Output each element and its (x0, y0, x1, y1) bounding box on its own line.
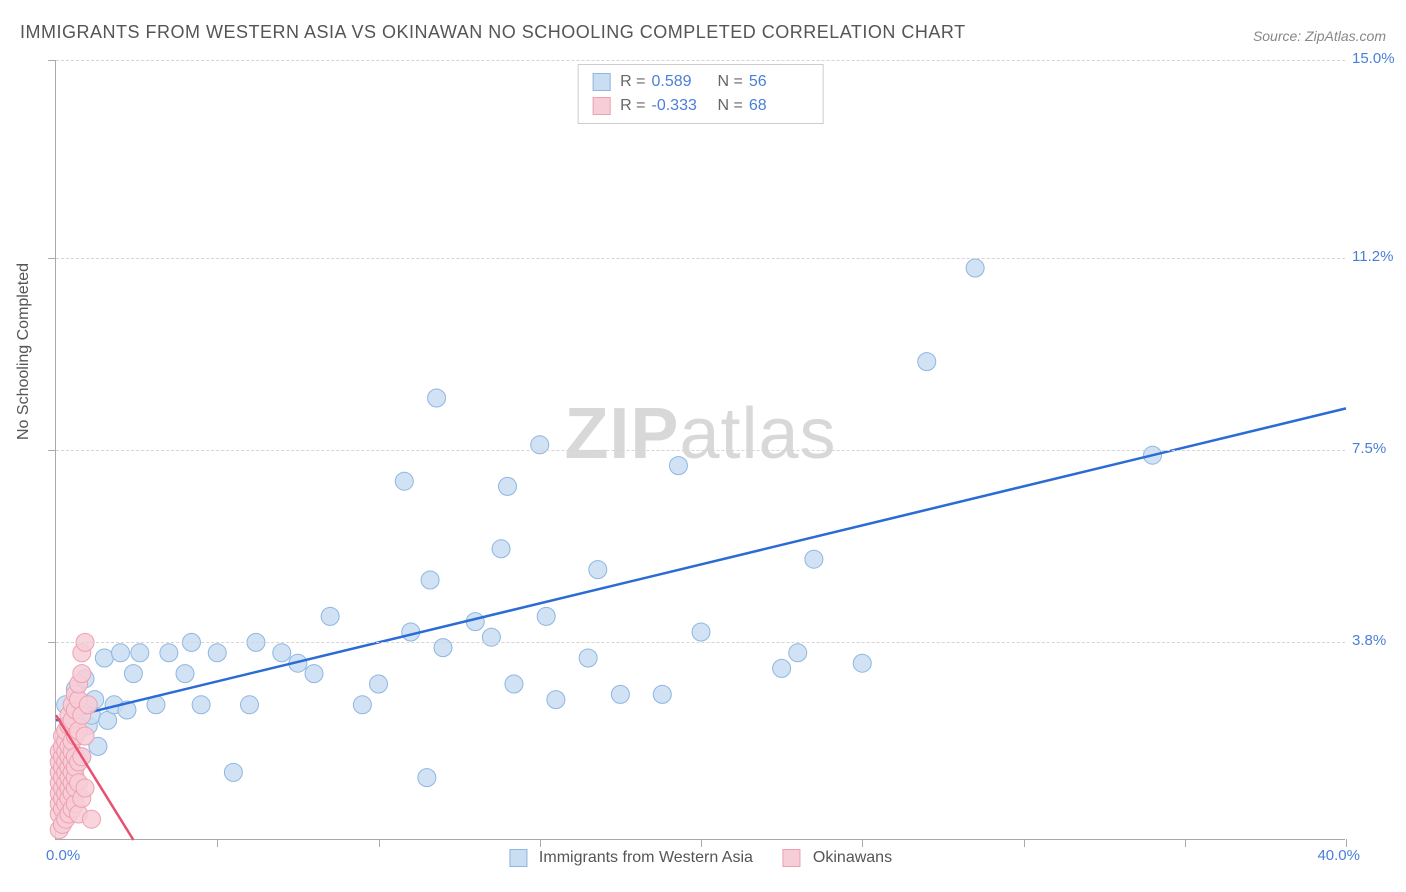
n-value-series1: 56 (749, 70, 809, 94)
gridline (56, 450, 1345, 451)
gridline (56, 258, 1345, 259)
gridline (56, 60, 1345, 61)
swatch-bottom-series1 (509, 849, 527, 867)
gridline (56, 642, 1345, 643)
x-tick (862, 839, 863, 847)
y-tick (48, 450, 56, 451)
legend-label-series2: Okinawans (813, 849, 892, 867)
r-value-series2: -0.333 (652, 94, 712, 118)
y-tick (48, 60, 56, 61)
x-tick (701, 839, 702, 847)
legend-label-series1: Immigrants from Western Asia (539, 849, 753, 867)
y-tick-label: 11.2% (1352, 248, 1406, 265)
chart-title: IMMIGRANTS FROM WESTERN ASIA VS OKINAWAN… (20, 22, 966, 43)
swatch-series2 (592, 97, 610, 115)
legend-row-series2: R = -0.333 N = 68 (592, 94, 809, 118)
n-label: N = (718, 94, 743, 118)
y-tick (48, 642, 56, 643)
legend-item-series1: Immigrants from Western Asia (509, 849, 753, 867)
r-label: R = (620, 70, 645, 94)
x-tick (1346, 839, 1347, 847)
x-axis-max-label: 40.0% (1317, 847, 1360, 864)
y-tick-label: 3.8% (1352, 632, 1406, 649)
y-tick (48, 258, 56, 259)
n-value-series2: 68 (749, 94, 809, 118)
x-tick (1185, 839, 1186, 847)
chart-area: ZIPatlas R = 0.589 N = 56 R = -0.333 N =… (55, 60, 1345, 840)
x-tick (1024, 839, 1025, 847)
correlation-legend: R = 0.589 N = 56 R = -0.333 N = 68 (577, 64, 824, 124)
source-label: Source: ZipAtlas.com (1253, 28, 1386, 44)
r-value-series1: 0.589 (652, 70, 712, 94)
x-tick (540, 839, 541, 847)
y-tick-label: 15.0% (1352, 50, 1406, 67)
swatch-series1 (592, 73, 610, 91)
legend-item-series2: Okinawans (783, 849, 892, 867)
y-axis-label: No Schooling Completed (15, 263, 33, 440)
y-tick-label: 7.5% (1352, 440, 1406, 457)
x-tick (217, 839, 218, 847)
series-legend: Immigrants from Western Asia Okinawans (509, 849, 892, 867)
x-axis-min-label: 0.0% (46, 847, 80, 864)
swatch-bottom-series2 (783, 849, 801, 867)
x-tick (379, 839, 380, 847)
r-label: R = (620, 94, 645, 118)
legend-row-series1: R = 0.589 N = 56 (592, 70, 809, 94)
n-label: N = (718, 70, 743, 94)
